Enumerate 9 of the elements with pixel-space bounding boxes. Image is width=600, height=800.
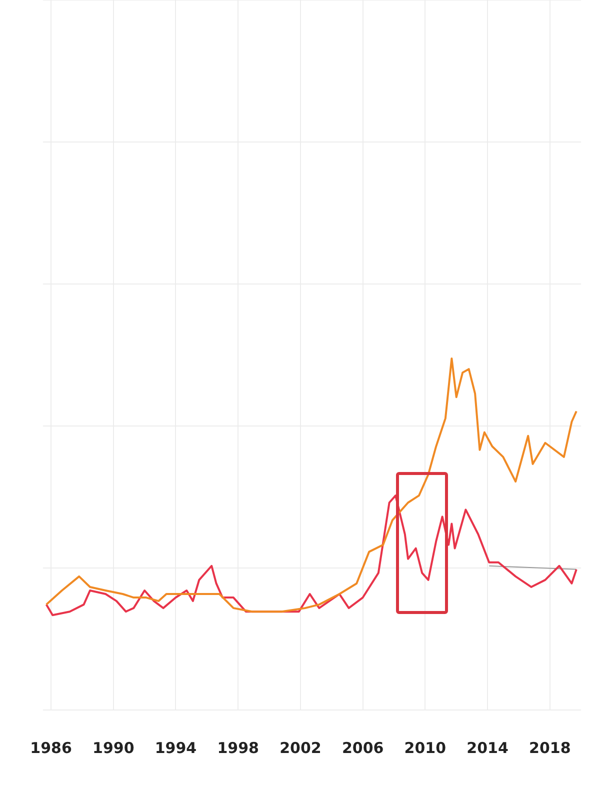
x-tick-label: 1998 [217, 738, 259, 757]
x-tick-label: 2006 [342, 738, 384, 757]
x-tick-label: 2010 [404, 738, 446, 757]
x-tick-label: 1990 [92, 738, 134, 757]
x-tick-label: 2002 [280, 738, 322, 757]
x-tick-label: 1986 [30, 738, 72, 757]
x-tick-label: 1994 [154, 738, 197, 757]
x-tick-label: 2018 [529, 738, 571, 757]
x-tick-label: 2014 [466, 738, 508, 757]
